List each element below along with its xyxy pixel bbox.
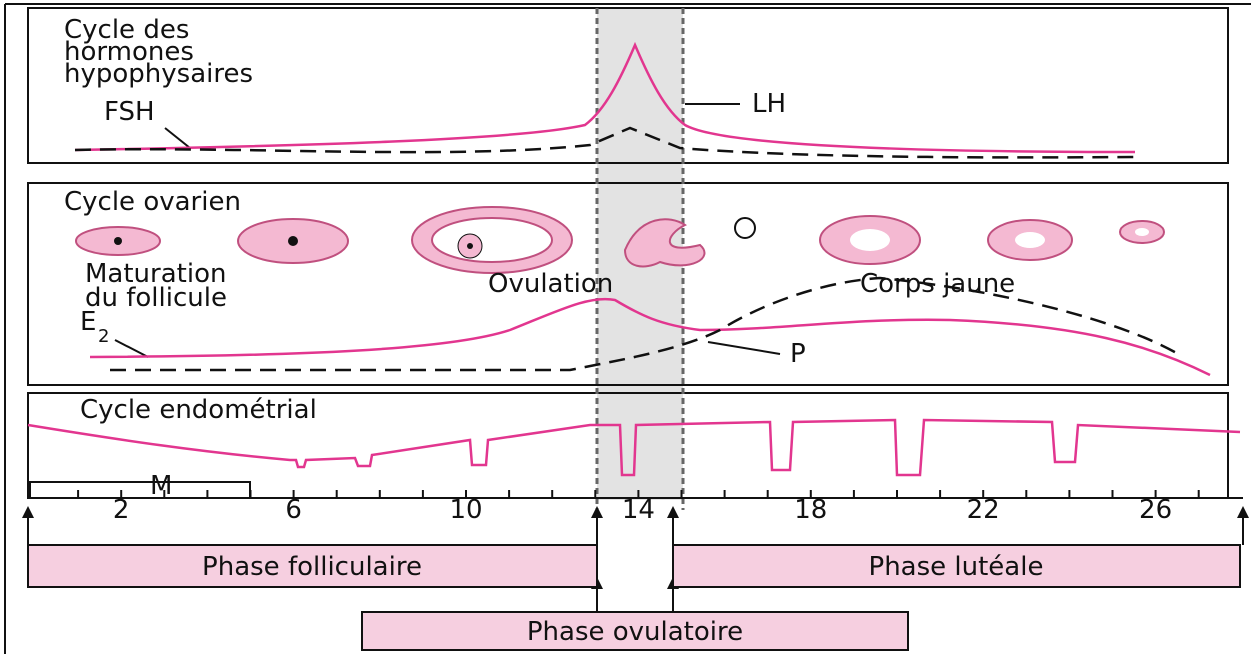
label: 2: [98, 326, 109, 347]
label: Ovulation: [488, 269, 613, 299]
tick-label: 22: [967, 495, 1000, 525]
title: hypophysaires: [64, 59, 253, 89]
label: Corps jaune: [860, 269, 1015, 299]
menses-box: [30, 482, 250, 498]
phase-label: Phase folliculaire: [202, 552, 422, 582]
tick-label: 26: [1139, 495, 1172, 525]
label: du follicule: [85, 283, 227, 313]
tick-label: 2: [113, 495, 130, 525]
tick-label: 6: [285, 495, 302, 525]
tick-label: 10: [449, 495, 482, 525]
title: Cycle endométrial: [80, 395, 317, 425]
label: FSH: [104, 97, 155, 127]
phase-label: Phase lutéale: [869, 552, 1044, 582]
leader: [115, 340, 148, 357]
title: Cycle ovarien: [64, 187, 241, 217]
label: E: [80, 307, 96, 337]
leader: [708, 342, 780, 354]
tick-label: 14: [622, 495, 655, 525]
phase-label: Phase ovulatoire: [527, 617, 743, 647]
figure: Cycle des hormones hypophysaires FSH LH …: [0, 0, 1251, 654]
tick-label: 18: [794, 495, 827, 525]
label: LH: [752, 89, 786, 119]
label: P: [790, 339, 806, 369]
label: M: [150, 471, 172, 501]
leader: [165, 128, 190, 148]
